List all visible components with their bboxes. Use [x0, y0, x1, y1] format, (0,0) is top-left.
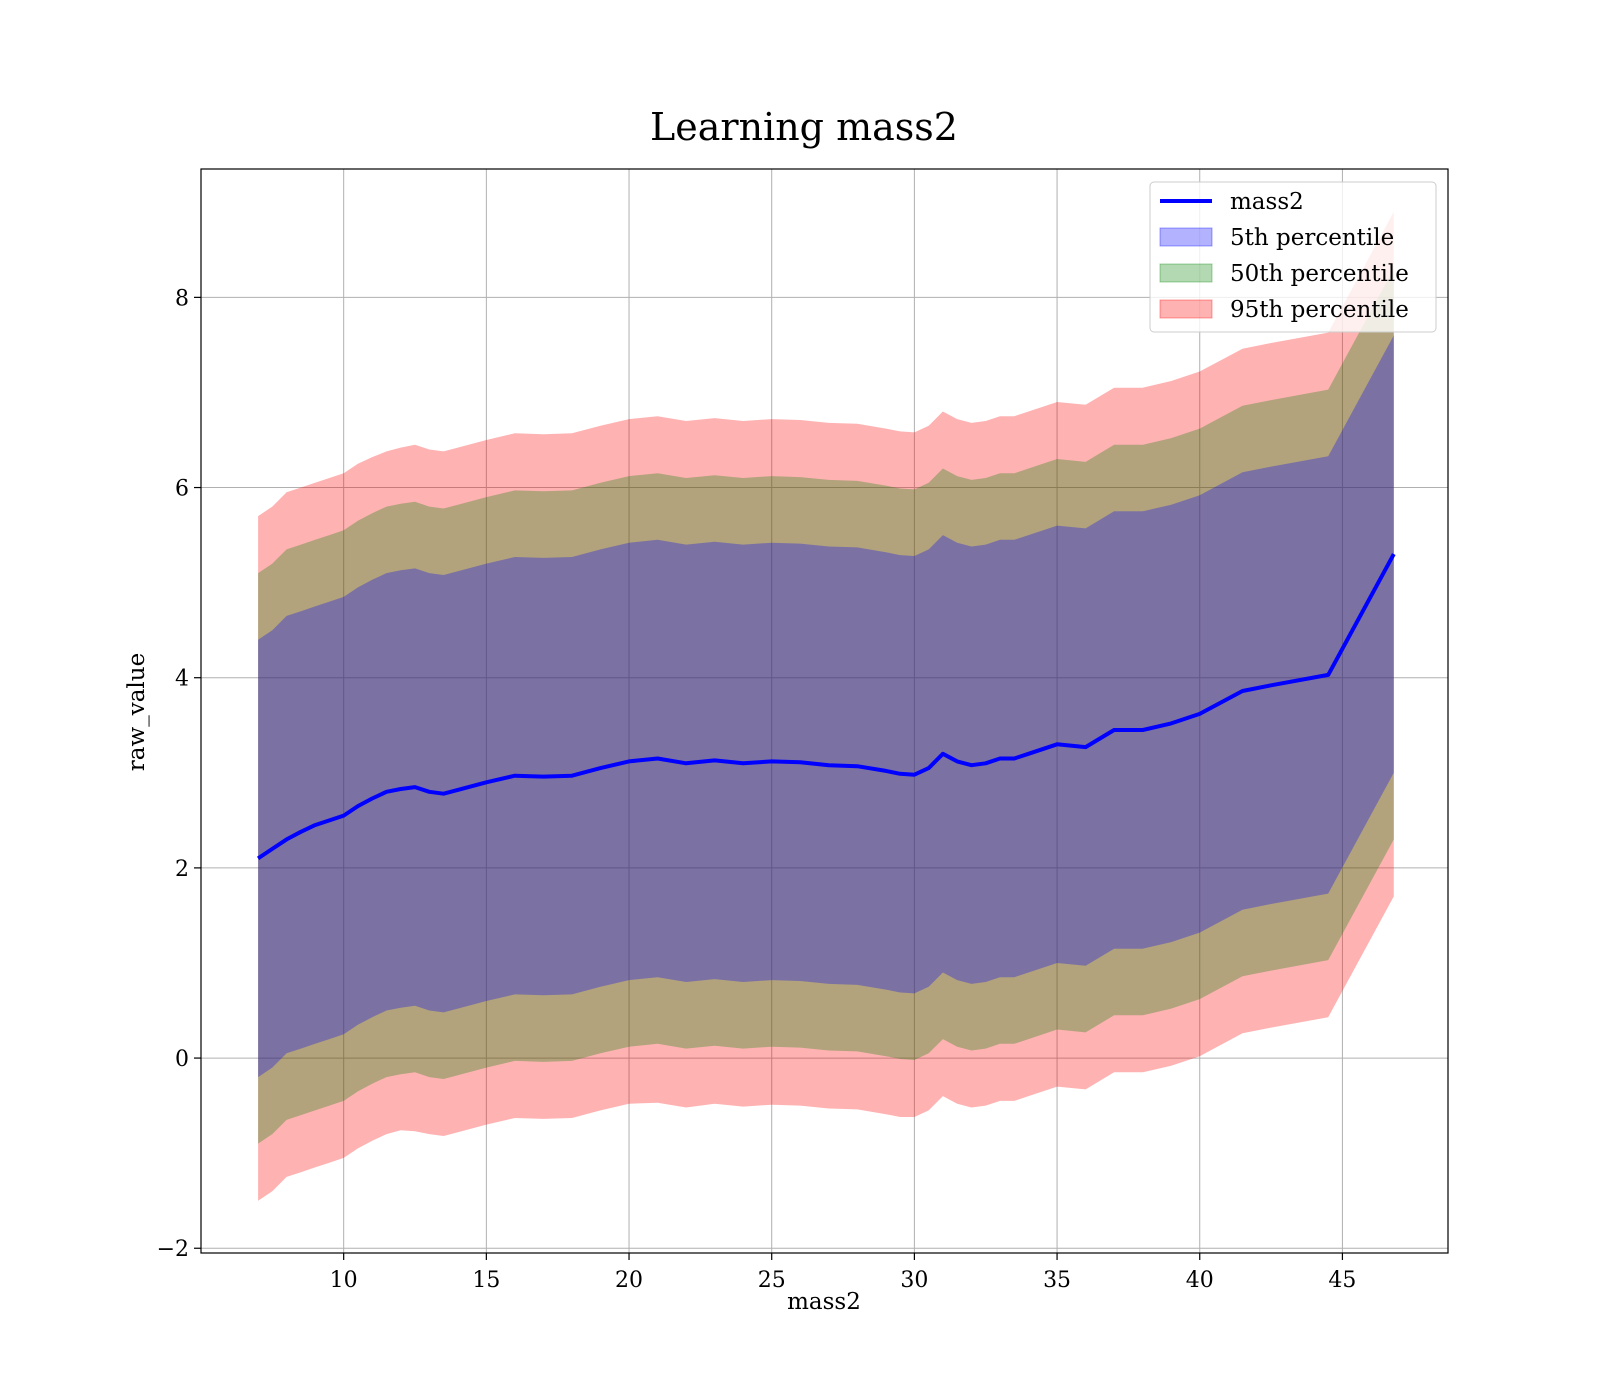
x-tick-label: 40 [1186, 1268, 1214, 1293]
x-tick-label: 20 [615, 1268, 643, 1293]
band-95th-percentile [258, 211, 1394, 1201]
legend-label: 5th percentile [1230, 225, 1394, 251]
x-tick-label: 25 [758, 1268, 786, 1293]
x-tick-label: 30 [900, 1268, 928, 1293]
y-tick-label: 8 [175, 286, 189, 311]
y-tick-label: 4 [175, 667, 189, 692]
series-lines [256, 553, 1396, 861]
legend-label: 50th percentile [1230, 261, 1409, 287]
x-tick-label: 45 [1328, 1268, 1356, 1293]
x-tick-label: 35 [1043, 1268, 1071, 1293]
chart-title: Learning mass2 [650, 105, 958, 149]
y-tick-label: 2 [175, 857, 189, 882]
x-axis-ticks: 10 15 20 25 30 35 40 45 [330, 1253, 1356, 1293]
y-tick-label: 0 [175, 1047, 189, 1072]
y-tick-label: 6 [175, 477, 189, 502]
legend: mass2 5th percentile 50th percentile 95th p… [1149, 181, 1437, 333]
y-axis-label: raw_value [124, 653, 150, 771]
legend-items: mass2 5th percentile 50th percentile 95th p… [1159, 189, 1409, 323]
grid-lines [201, 169, 1448, 1253]
band-5th-percentile [258, 335, 1394, 1078]
plot-frame [200, 168, 1449, 1254]
x-tick-label: 10 [330, 1268, 358, 1293]
legend-box [1149, 181, 1437, 333]
band-50th-percentile [258, 268, 1394, 1144]
legend-swatch-patch [1159, 299, 1213, 319]
series-line-mass2 [256, 553, 1396, 861]
legend-swatch-patch [1159, 263, 1213, 283]
legend-label: mass2 [1230, 189, 1304, 215]
x-tick-label: 15 [472, 1268, 500, 1293]
y-tick-label: −2 [157, 1237, 189, 1262]
y-axis-ticks: −2 0 2 4 6 8 [157, 286, 201, 1262]
legend-label: 95th percentile [1230, 297, 1409, 323]
percentile-bands [258, 211, 1394, 1201]
legend-swatch-patch [1159, 227, 1213, 247]
x-axis-label: mass2 [787, 1289, 861, 1315]
